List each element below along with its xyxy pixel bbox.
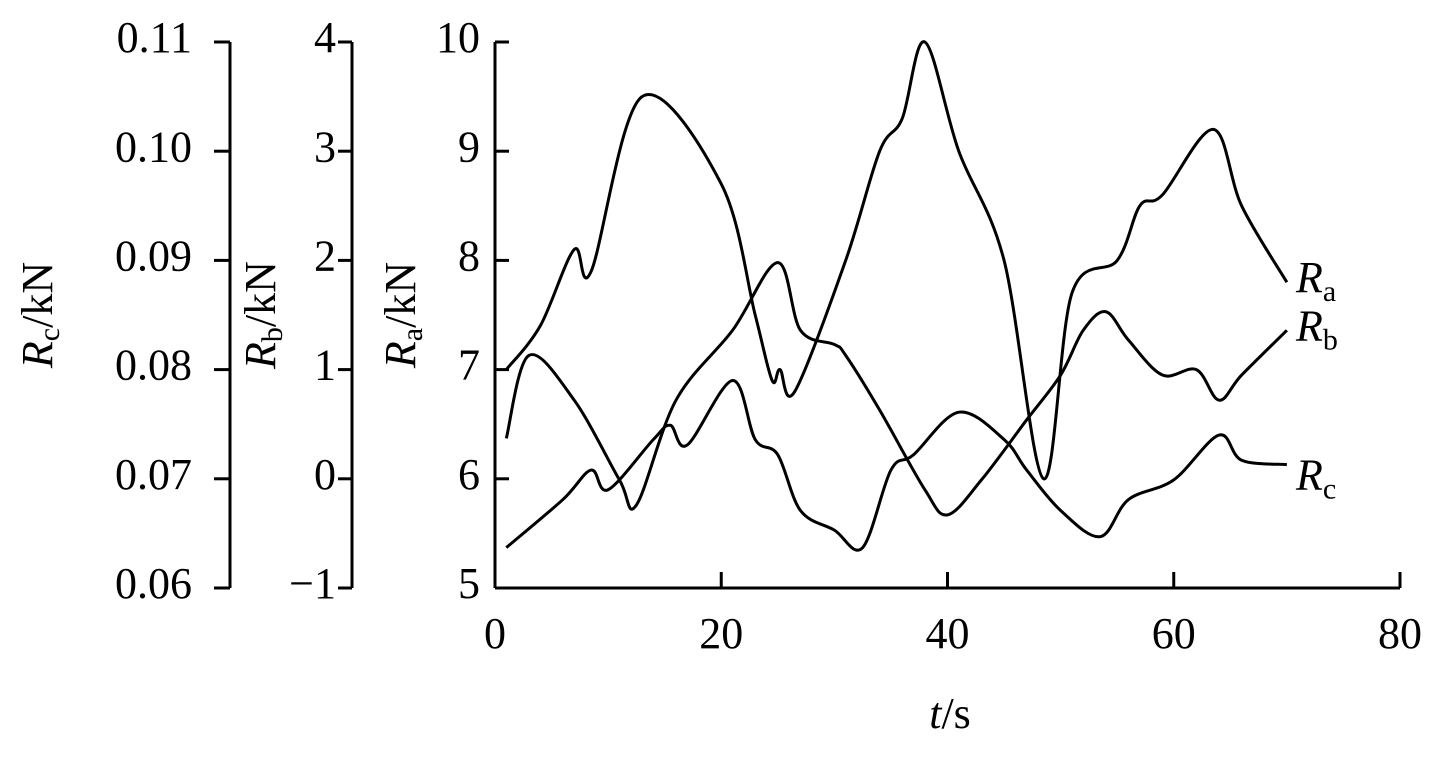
x-label-unit: /s	[941, 689, 970, 738]
series-subscript: b	[1323, 323, 1338, 356]
y-tick-label: 6	[458, 450, 480, 499]
y-label-subscript: c	[33, 328, 66, 341]
y-label-subscript: a	[396, 328, 429, 341]
x-tick-label: 20	[699, 609, 743, 658]
series-subscript: c	[1323, 472, 1336, 505]
series-name: R	[1295, 451, 1323, 500]
y-label-unit: /kN	[376, 262, 425, 328]
series-label: Rc	[1295, 451, 1336, 506]
y-tick-label: 0.06	[115, 559, 192, 608]
y-label-symbol: R	[236, 342, 285, 370]
y-tick-label: 4	[314, 13, 336, 62]
y-tick-label: 0.08	[115, 341, 192, 390]
y-tick-label: 0.09	[115, 231, 192, 280]
y-tick-label: 1	[314, 341, 336, 390]
y-label-symbol: R	[376, 341, 425, 369]
x-tick-label: 40	[926, 609, 970, 658]
x-tick-label: 0	[484, 609, 506, 658]
series-line	[505, 379, 1288, 552]
y-tick-label: 0.07	[115, 450, 192, 499]
x-tick-label: 80	[1378, 609, 1422, 658]
y-tick-label: 9	[458, 122, 480, 171]
y-axis-label: Rb/kN	[236, 261, 289, 370]
y-tick-label: 7	[458, 341, 480, 390]
y-label-unit: /kN	[13, 262, 62, 328]
series-subscript: a	[1323, 275, 1336, 308]
series-name: R	[1295, 253, 1323, 302]
y-axis-label: Rc/kN	[13, 262, 66, 369]
y-tick-label: 5	[458, 559, 480, 608]
y-tick-label: 10	[436, 13, 480, 62]
y-axis-label: Ra/kN	[376, 262, 429, 369]
y-tick-label: 0.11	[117, 13, 192, 62]
y-tick-label: 3	[314, 122, 336, 171]
x-label-symbol: t	[929, 689, 943, 738]
y-label-subscript: b	[256, 327, 289, 342]
series-label: Ra	[1295, 253, 1336, 308]
y-tick-label: 8	[458, 231, 480, 280]
series-line	[504, 261, 1288, 517]
y-tick-label: 0.10	[115, 122, 192, 171]
series-line	[505, 40, 1289, 481]
y-label-unit: /kN	[236, 261, 285, 327]
series-name: R	[1295, 301, 1323, 350]
x-axis-label: t/s	[929, 689, 971, 738]
series-label: Rb	[1295, 301, 1338, 356]
y-label-symbol: R	[13, 341, 62, 369]
y-tick-label: 2	[314, 231, 336, 280]
y-tick-label: −1	[289, 559, 336, 608]
y-tick-label: 0	[314, 450, 336, 499]
x-tick-label: 60	[1152, 609, 1196, 658]
